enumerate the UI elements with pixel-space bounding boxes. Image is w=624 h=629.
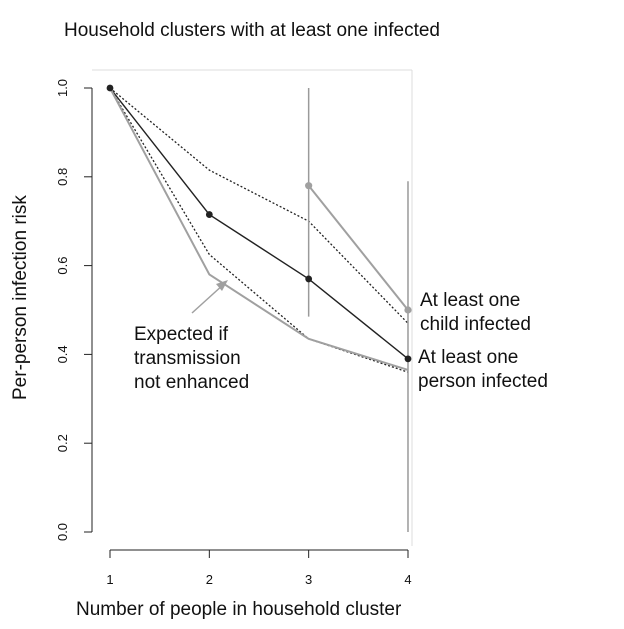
y-tick-label: 1.0 xyxy=(55,79,70,97)
child-infected-annotation-line: child infected xyxy=(420,314,531,335)
series-lines xyxy=(109,87,409,371)
expected-arrow-head xyxy=(216,280,228,291)
expected-annotation-line: Expected if xyxy=(134,324,229,345)
x-axis-label: Number of people in household cluster xyxy=(76,599,402,620)
y-tick-label: 0.8 xyxy=(55,168,70,186)
y-tick-label: 0.6 xyxy=(55,257,70,275)
ci-upper-line xyxy=(109,87,409,324)
y-axis-label: Per-person infection risk xyxy=(10,195,31,400)
expected-annotation-line: not enhanced xyxy=(134,372,249,393)
x-tick-label: 1 xyxy=(106,572,113,587)
person-infected-line xyxy=(109,87,409,360)
person-infected-annotation-line: person infected xyxy=(418,371,548,392)
x-tick-label: 2 xyxy=(206,572,213,587)
chart-title: Household clusters with at least one inf… xyxy=(64,20,440,41)
child-infected-point xyxy=(404,306,412,314)
series-markers xyxy=(106,84,412,363)
person-infected-annotation-line: At least one xyxy=(418,347,518,368)
person-infected-point xyxy=(404,355,412,363)
y-tick-label: 0.4 xyxy=(55,345,70,363)
person-infected-point xyxy=(205,211,213,218)
y-tick-label: 0.2 xyxy=(55,434,70,452)
confidence-band-lines xyxy=(109,87,409,373)
x-tick-label: 4 xyxy=(404,572,411,587)
person-infected-point xyxy=(106,84,114,92)
expected-annotation-line: transmission xyxy=(134,348,241,369)
ci-lower-line xyxy=(109,87,409,373)
annotations: At least one child infected At least one pe… xyxy=(134,280,548,393)
expected-line xyxy=(109,87,409,371)
child-infected-point xyxy=(305,182,313,190)
error-bars xyxy=(307,88,409,532)
child-infected-line xyxy=(307,185,409,311)
person-infected-point xyxy=(305,275,313,283)
child-infected-annotation-line: At least one xyxy=(420,290,520,311)
expected-arrow-shaft xyxy=(191,283,225,314)
y-tick-label: 0.0 xyxy=(55,523,70,541)
x-tick-label: 3 xyxy=(305,572,312,587)
axes: 0.0 0.2 0.4 0.6 0.8 1.0 1 2 3 4 xyxy=(55,69,413,587)
